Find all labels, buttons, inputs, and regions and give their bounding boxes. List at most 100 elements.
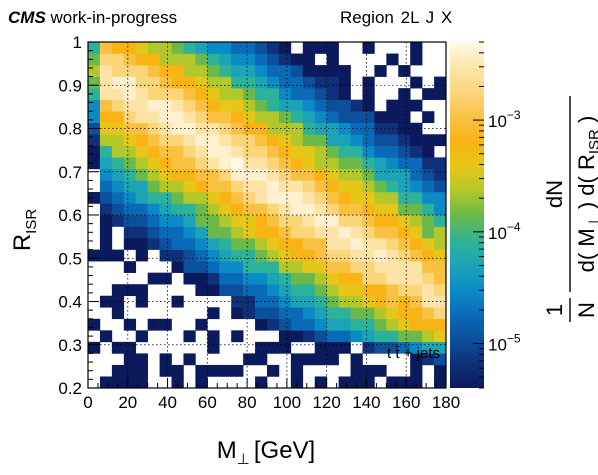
heatmap-cell xyxy=(338,76,351,89)
heatmap-cell xyxy=(183,191,196,204)
heatmap-cell xyxy=(302,307,316,320)
heatmap-cell xyxy=(135,364,148,377)
heatmap-cell xyxy=(195,364,208,377)
heatmap-cell xyxy=(255,99,268,112)
z-tick-label: 10−5 xyxy=(488,332,521,355)
heatmap-cell xyxy=(278,215,292,227)
heatmap-cell xyxy=(255,134,268,147)
heatmap-cell xyxy=(326,272,339,285)
heatmap-cell xyxy=(422,341,435,354)
heatmap-cell xyxy=(159,272,172,285)
heatmap-cell xyxy=(326,134,339,147)
heatmap-cell xyxy=(171,215,184,227)
heatmap-cell xyxy=(123,341,137,354)
heatmap-cell xyxy=(278,65,292,77)
heatmap-cell xyxy=(314,330,327,343)
heatmap-cell xyxy=(219,249,232,262)
heatmap-cell xyxy=(147,76,160,89)
heatmap-cell xyxy=(219,215,232,227)
heatmap-cell xyxy=(255,318,268,331)
heatmap-cell xyxy=(314,145,327,158)
heatmap-cell xyxy=(434,191,447,204)
heatmap-cell xyxy=(267,157,280,170)
heatmap-cell xyxy=(183,180,196,193)
x-tick-label: 100 xyxy=(273,393,301,412)
heatmap-cell xyxy=(231,191,244,204)
heatmap-cell xyxy=(398,284,411,297)
heatmap-cell xyxy=(422,353,435,366)
heatmap-cell xyxy=(422,238,435,250)
heatmap-cell xyxy=(207,215,220,227)
heatmap-cell xyxy=(267,364,280,377)
heatmap-cell xyxy=(410,226,423,239)
heatmap-cell xyxy=(243,249,256,262)
heatmap-cell xyxy=(171,180,184,193)
heatmap-cell xyxy=(362,330,375,343)
heatmap-cell xyxy=(302,238,316,250)
heatmap-cell xyxy=(386,215,399,227)
heatmap-cell xyxy=(111,42,125,54)
heatmap-cell xyxy=(278,42,292,54)
heatmap-cell xyxy=(135,42,148,54)
heatmap-cell xyxy=(111,88,125,100)
heatmap-cell xyxy=(338,249,351,262)
heatmap-cell xyxy=(267,99,280,112)
heatmap-cell xyxy=(267,307,280,320)
heatmap-cell xyxy=(207,191,220,204)
heatmap-cell xyxy=(147,157,160,170)
heatmap-cell xyxy=(338,168,351,181)
heatmap-cell xyxy=(434,341,447,354)
heatmap-cell xyxy=(231,238,244,250)
heatmap-cell xyxy=(99,168,113,181)
heatmap-cell xyxy=(135,180,148,193)
heatmap-cell xyxy=(243,261,256,273)
heatmap-cell xyxy=(195,376,208,389)
heatmap-cell xyxy=(219,42,232,54)
z-label-d1: d( M xyxy=(574,228,598,272)
region-part-1: 2L xyxy=(400,8,419,27)
heatmap-cell xyxy=(207,307,220,320)
heatmap-cell xyxy=(183,76,196,89)
heatmap-cell xyxy=(434,203,447,216)
heatmap-cell xyxy=(171,226,184,239)
heatmap-cell xyxy=(410,191,423,204)
heatmap-cell xyxy=(422,203,435,216)
heatmap-cell xyxy=(207,134,220,147)
heatmap-cell xyxy=(410,272,423,285)
heatmap-cell xyxy=(255,145,268,158)
heatmap-cell xyxy=(290,353,304,366)
heatmap-cell xyxy=(99,134,113,147)
heatmap-cell xyxy=(410,134,423,147)
heatmap-cell xyxy=(183,226,196,239)
heatmap-cell xyxy=(123,134,137,147)
heatmap-cell xyxy=(135,65,148,77)
heatmap-cell xyxy=(135,203,148,216)
heatmap-cell xyxy=(183,42,196,54)
heatmap-cell xyxy=(207,272,220,285)
heatmap-cell xyxy=(243,353,256,366)
heatmap-cell xyxy=(135,53,148,66)
heatmap-cell xyxy=(434,307,447,320)
heatmap-cell xyxy=(314,88,327,100)
heatmap-cell xyxy=(398,203,411,216)
heatmap-cell xyxy=(278,180,292,193)
heatmap-cell xyxy=(123,145,137,158)
heatmap-cell xyxy=(374,180,387,193)
heatmap-cell xyxy=(410,353,423,366)
heatmap-cell xyxy=(398,215,411,227)
heatmap-cell xyxy=(255,353,268,366)
heatmap-cell xyxy=(171,168,184,181)
heatmap-cell xyxy=(231,284,244,297)
heatmap-cell xyxy=(99,65,113,77)
heatmap-cell xyxy=(183,53,196,66)
x-axis-label-sub: ⊥ xyxy=(237,451,250,468)
heatmap-cell xyxy=(231,53,244,66)
heatmap-cell xyxy=(362,226,375,239)
heatmap-cell xyxy=(362,215,375,227)
heatmap-cell xyxy=(350,168,363,181)
heatmap-cell xyxy=(362,238,375,250)
heatmap-cell xyxy=(219,284,232,297)
heatmap-cell xyxy=(422,261,435,273)
heatmap-cell xyxy=(338,65,351,77)
heatmap-cell xyxy=(255,203,268,216)
